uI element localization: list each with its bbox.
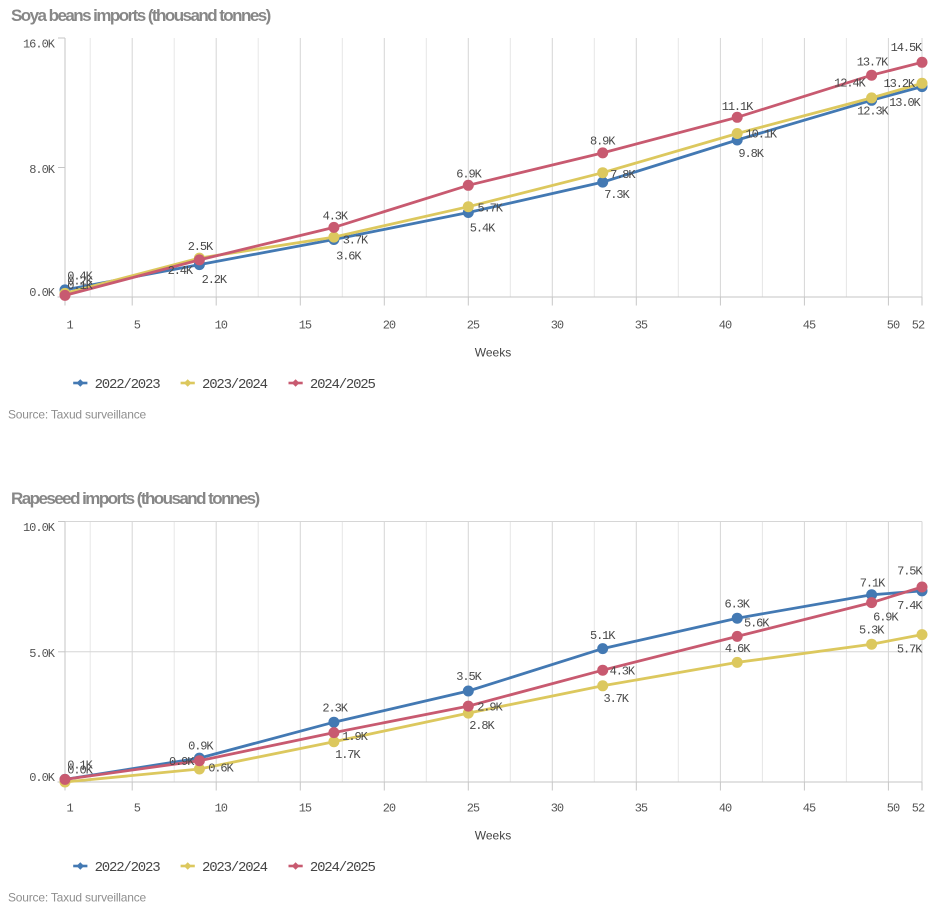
svg-text:Source: Taxud surveillance: Source: Taxud surveillance: [8, 891, 147, 905]
svg-text:30: 30: [551, 802, 564, 816]
svg-text:2024/2025: 2024/2025: [310, 377, 376, 393]
svg-text:4.6K: 4.6K: [725, 642, 751, 656]
svg-text:0.6K: 0.6K: [208, 762, 234, 776]
svg-text:7.1K: 7.1K: [860, 577, 886, 591]
svg-text:2.5K: 2.5K: [188, 240, 214, 254]
svg-text:Weeks: Weeks: [475, 346, 511, 360]
svg-text:45: 45: [803, 319, 816, 333]
svg-text:7.8K: 7.8K: [610, 168, 636, 182]
svg-text:50: 50: [887, 319, 900, 333]
svg-text:13.7K: 13.7K: [857, 55, 889, 69]
svg-text:1.9K: 1.9K: [342, 730, 368, 744]
svg-text:5.7K: 5.7K: [897, 643, 923, 657]
svg-text:5.3K: 5.3K: [859, 624, 885, 638]
svg-text:30: 30: [551, 319, 564, 333]
svg-text:25: 25: [467, 319, 480, 333]
svg-text:4.3K: 4.3K: [323, 209, 349, 223]
svg-text:0.9K: 0.9K: [169, 755, 195, 769]
svg-text:3.7K: 3.7K: [603, 692, 629, 706]
svg-text:16.0K: 16.0K: [23, 38, 56, 52]
svg-text:0.0K: 0.0K: [29, 771, 56, 785]
svg-text:5.1K: 5.1K: [590, 629, 616, 643]
svg-text:12.4K: 12.4K: [834, 77, 866, 91]
svg-text:3.7K: 3.7K: [343, 234, 369, 248]
svg-text:Weeks: Weeks: [475, 829, 511, 843]
svg-text:3.5K: 3.5K: [456, 670, 482, 684]
svg-text:2.8K: 2.8K: [469, 719, 495, 733]
svg-text:6.3K: 6.3K: [724, 598, 750, 612]
svg-text:0.0K: 0.0K: [67, 764, 93, 778]
svg-text:0.9K: 0.9K: [188, 739, 214, 753]
svg-text:5: 5: [134, 802, 141, 816]
svg-text:0.1K: 0.1K: [67, 279, 93, 293]
svg-text:2023/2024: 2023/2024: [202, 377, 268, 393]
svg-text:20: 20: [383, 802, 396, 816]
svg-text:0.4K: 0.4K: [67, 270, 93, 284]
svg-text:2.2K: 2.2K: [202, 273, 228, 287]
svg-text:2.3K: 2.3K: [322, 702, 348, 716]
svg-text:52: 52: [912, 319, 925, 333]
svg-text:5.0K: 5.0K: [29, 647, 56, 661]
svg-text:25: 25: [467, 802, 480, 816]
svg-text:15: 15: [299, 319, 312, 333]
svg-text:0.0K: 0.0K: [29, 286, 56, 300]
svg-text:5.4K: 5.4K: [470, 222, 496, 236]
svg-text:2024/2025: 2024/2025: [310, 860, 376, 876]
svg-text:7.3K: 7.3K: [604, 188, 630, 202]
svg-text:3.6K: 3.6K: [336, 250, 362, 264]
svg-text:Soya beans imports (thousand t: Soya beans imports (thousand tonnes): [11, 6, 271, 25]
svg-text:12.3K: 12.3K: [857, 104, 889, 118]
svg-text:50: 50: [887, 802, 900, 816]
svg-text:52: 52: [912, 802, 925, 816]
svg-text:15: 15: [299, 802, 312, 816]
svg-text:35: 35: [635, 802, 648, 816]
svg-text:7.4K: 7.4K: [897, 599, 923, 613]
svg-text:35: 35: [635, 319, 648, 333]
svg-text:6.9K: 6.9K: [456, 168, 482, 182]
svg-text:13.2K: 13.2K: [884, 77, 916, 91]
svg-text:2022/2023: 2022/2023: [95, 860, 161, 876]
svg-text:2.9K: 2.9K: [477, 700, 503, 714]
svg-text:4.3K: 4.3K: [610, 665, 636, 679]
svg-text:13.0K: 13.0K: [889, 96, 921, 110]
svg-text:Rapeseed imports (thousand ton: Rapeseed imports (thousand tonnes): [11, 489, 260, 508]
svg-text:40: 40: [719, 319, 732, 333]
svg-text:11.1K: 11.1K: [722, 100, 754, 114]
svg-text:1.7K: 1.7K: [335, 748, 361, 762]
svg-text:10: 10: [215, 802, 228, 816]
svg-text:8.9K: 8.9K: [590, 135, 616, 149]
svg-text:40: 40: [719, 802, 732, 816]
svg-text:14.5K: 14.5K: [891, 41, 923, 55]
svg-text:Source: Taxud surveillance: Source: Taxud surveillance: [8, 408, 147, 422]
svg-text:2023/2024: 2023/2024: [202, 860, 268, 876]
svg-text:1: 1: [66, 802, 73, 816]
svg-text:10: 10: [215, 319, 228, 333]
svg-text:2.4K: 2.4K: [168, 264, 194, 278]
svg-text:5.6K: 5.6K: [744, 616, 770, 630]
svg-text:1: 1: [66, 319, 73, 333]
svg-text:0.2K: 0.2K: [67, 275, 93, 289]
svg-text:10.0K: 10.0K: [23, 521, 56, 535]
svg-text:45: 45: [803, 802, 816, 816]
svg-text:5.7K: 5.7K: [477, 202, 503, 216]
svg-text:10.1K: 10.1K: [746, 127, 778, 141]
svg-text:6.9K: 6.9K: [873, 610, 899, 624]
svg-text:9.8K: 9.8K: [738, 147, 764, 161]
svg-text:0.1K: 0.1K: [67, 759, 93, 773]
svg-text:20: 20: [383, 319, 396, 333]
svg-text:7.5K: 7.5K: [897, 564, 923, 578]
svg-text:2022/2023: 2022/2023: [95, 377, 161, 393]
svg-text:5: 5: [134, 319, 141, 333]
svg-text:8.0K: 8.0K: [29, 163, 56, 177]
